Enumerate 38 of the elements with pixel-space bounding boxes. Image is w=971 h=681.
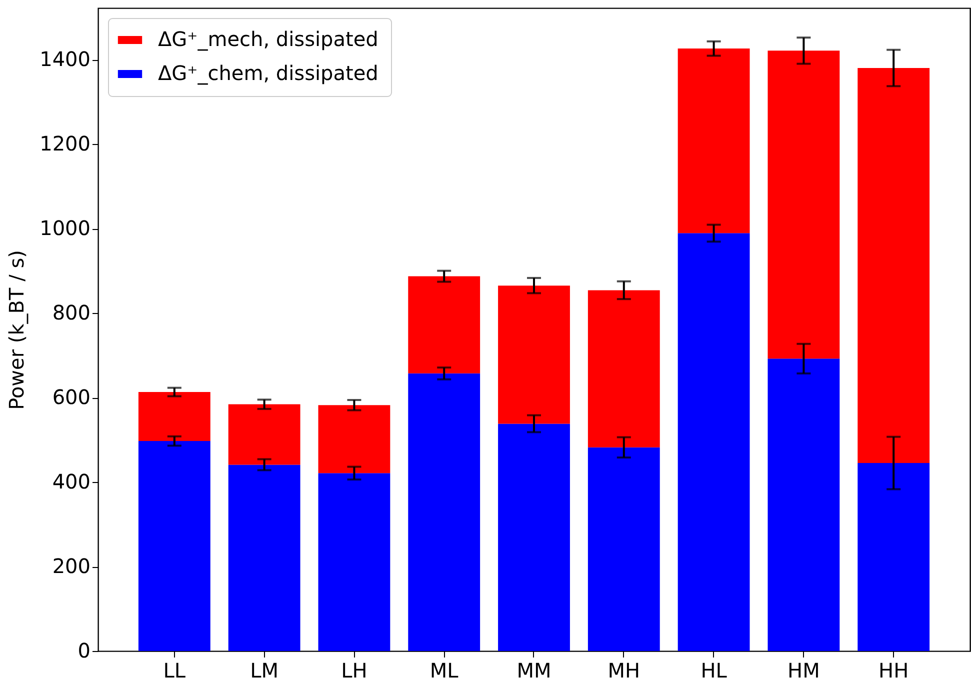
bar — [678, 233, 750, 651]
bar — [228, 404, 300, 465]
bar — [858, 68, 930, 463]
y-tick-label: 1400 — [40, 47, 90, 72]
x-tick-label: LH — [341, 658, 368, 681]
legend-label: ΔG⁺_chem, dissipated — [158, 61, 378, 85]
x-tick-label: LM — [250, 658, 279, 681]
y-tick-label: 1000 — [40, 216, 90, 240]
x-tick-label: HL — [700, 658, 728, 681]
x-tick-label: MH — [608, 658, 640, 681]
y-tick-label: 600 — [52, 385, 90, 410]
bar — [858, 463, 930, 651]
x-tick-label: HM — [788, 658, 820, 681]
bar — [318, 473, 390, 651]
y-axis-title: Power (k_BT / s) — [4, 250, 29, 410]
bar — [498, 424, 570, 651]
bar — [318, 405, 390, 474]
y-tick-label: 0 — [78, 638, 90, 662]
y-tick-label: 400 — [52, 470, 90, 494]
bar — [408, 373, 480, 651]
bar — [498, 286, 570, 424]
bar — [138, 392, 210, 442]
bar — [408, 276, 480, 374]
x-tick-label: ML — [430, 658, 460, 681]
bar — [588, 290, 660, 448]
bar — [138, 441, 210, 651]
y-tick-label: 1200 — [40, 132, 90, 156]
bar — [678, 48, 750, 234]
bar — [768, 50, 840, 359]
bar — [228, 464, 300, 651]
bar — [768, 358, 840, 651]
x-tick-label: MM — [516, 658, 552, 681]
y-tick-label: 800 — [52, 300, 90, 325]
y-tick-label: 200 — [52, 554, 90, 578]
bar — [588, 447, 660, 651]
x-tick-label: LL — [163, 658, 186, 681]
x-tick-label: HH — [878, 658, 909, 681]
legend-label: ΔG⁺_mech, dissipated — [158, 27, 378, 51]
